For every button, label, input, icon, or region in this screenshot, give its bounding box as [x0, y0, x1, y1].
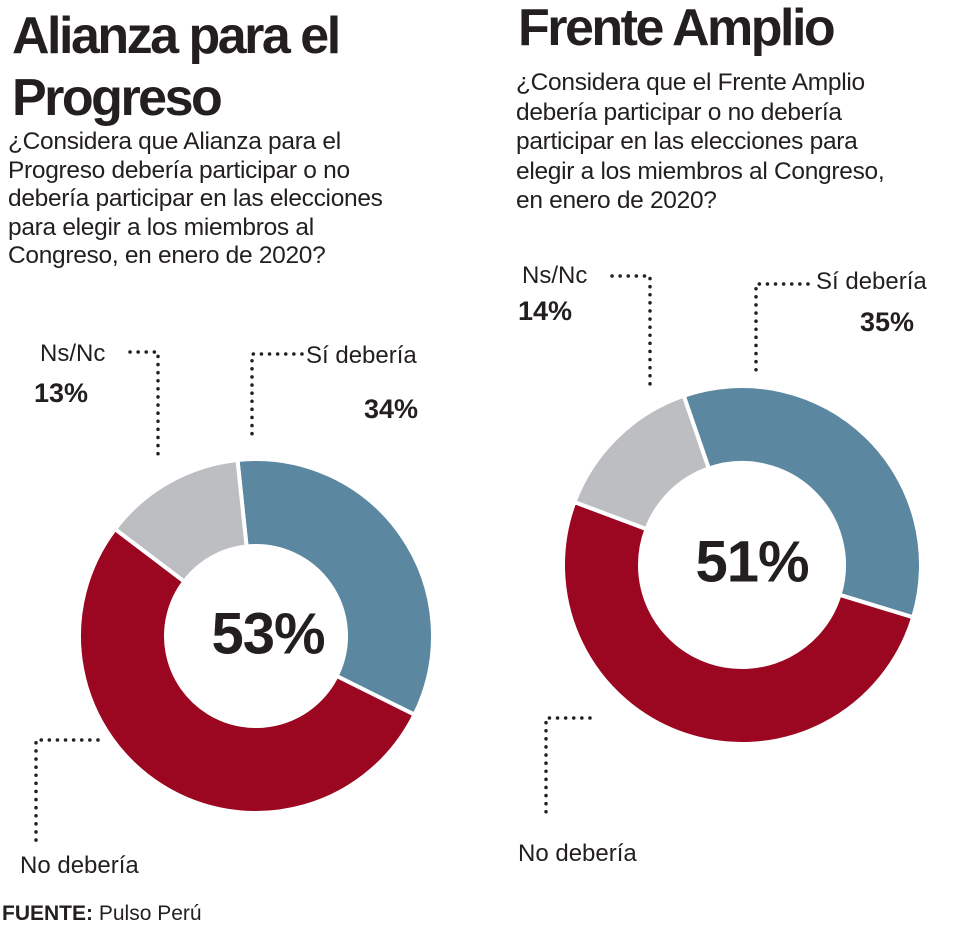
question-line: Congreso, en enero de 2020? — [8, 242, 326, 269]
value-nsnc: 13% — [34, 378, 89, 408]
source-value: Pulso Perú — [98, 902, 202, 925]
question-line: debería participar en las elecciones — [8, 185, 383, 212]
dotted-leader-line — [128, 350, 160, 462]
value-nsnc: 14% — [518, 296, 573, 326]
question-line: debería participar o no debería — [516, 98, 842, 126]
source: FUENTE: Pulso Perú — [2, 902, 202, 926]
question-line: participar en las elecciones para — [516, 128, 858, 155]
label-nsnc: Ns/Nc — [522, 262, 588, 289]
question-line: ¿Considera que el Frente Amplio — [516, 69, 865, 96]
label-si: Sí debería — [816, 268, 927, 295]
right-question: ¿Considera que el Frente Amplio debería … — [516, 68, 885, 216]
dotted-leader-line — [34, 738, 100, 844]
dotted-leader-line — [754, 282, 810, 372]
source-label: FUENTE: — [2, 902, 93, 925]
question-line: ¿Considera que Alianza para el — [8, 128, 341, 155]
donut-slice-s-deber-a — [235, 457, 435, 718]
label-nsnc: Ns/Nc — [40, 340, 106, 367]
label-si: Sí debería — [306, 342, 417, 369]
dotted-leader-line — [610, 274, 652, 390]
donut-slice-s-deber-a — [681, 384, 923, 620]
right-title: Frente Amplio — [518, 0, 836, 57]
left-title-line1: Alianza para el — [12, 7, 341, 65]
left-question: ¿Considera que Alianza para el Progreso … — [8, 128, 383, 271]
question-line: para elegir a los miembros al — [8, 213, 314, 241]
center-value: 53% — [211, 601, 325, 667]
donut-slice-ns-nc — [112, 457, 249, 585]
donut-slice-no-deber-a — [77, 526, 418, 815]
left-title-line2: Progreso — [12, 69, 223, 127]
center-value: 51% — [695, 529, 809, 595]
value-si: 35% — [860, 307, 915, 337]
question-line: elegir a los miembros al Congreso, — [516, 157, 885, 185]
label-no: No debería — [20, 852, 139, 879]
donut-slice-no-deber-a — [561, 499, 916, 746]
value-si: 34% — [364, 394, 419, 424]
dotted-leader-line — [250, 352, 304, 439]
label-no: No debería — [518, 840, 637, 867]
donut-slice-ns-nc — [571, 393, 712, 532]
question-line: Progreso debería participar o no — [8, 156, 350, 184]
dotted-leader-line — [544, 716, 592, 817]
question-line: en enero de 2020? — [516, 187, 717, 214]
